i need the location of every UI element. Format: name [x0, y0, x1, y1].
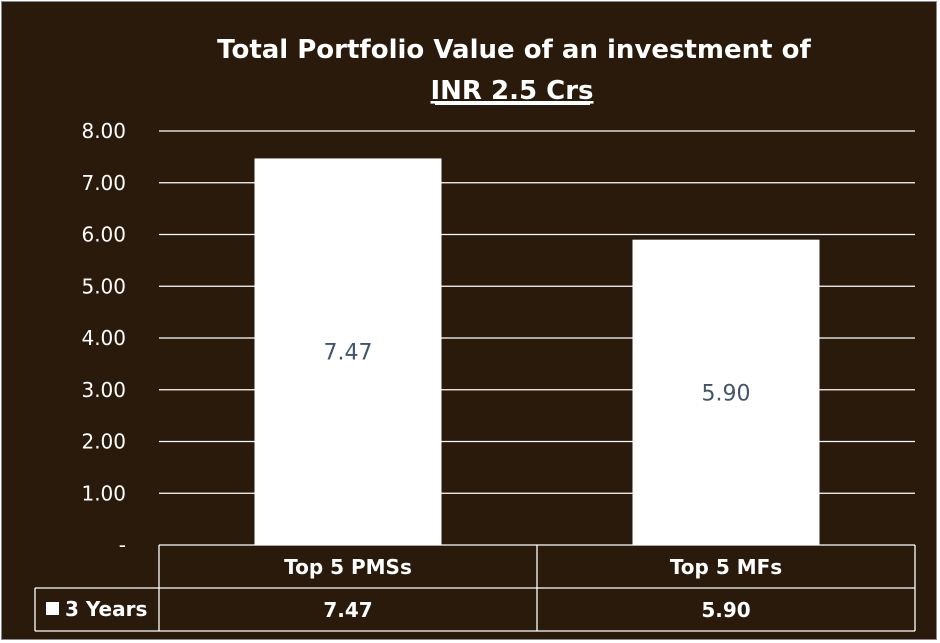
y-tick-label: 7.00 — [81, 171, 126, 195]
legend-swatch — [46, 602, 59, 615]
table-value: 5.90 — [701, 598, 750, 622]
y-tick-label: 1.00 — [81, 481, 126, 505]
y-tick-label: 8.00 — [81, 119, 126, 143]
y-tick-label: 4.00 — [81, 326, 126, 350]
bar-data-label: 7.47 — [324, 341, 373, 366]
y-tick-label: 6.00 — [81, 223, 126, 247]
bar — [254, 158, 442, 546]
legend-label: 3 Years — [65, 597, 147, 621]
data-table: Top 5 PMSs 7.47 Top 5 MFs 5.90 3 Years — [34, 544, 916, 632]
category-label: Top 5 MFs — [670, 555, 782, 579]
bars: 7.47 5.90 — [254, 158, 820, 546]
y-tick-label: - — [119, 533, 126, 557]
category-label: Top 5 PMSs — [284, 555, 412, 579]
chart-title: Total Portfolio Value of an investment o… — [217, 35, 811, 65]
chart-subtitle: INR 2.5 Crs — [431, 76, 594, 106]
y-axis-ticks: - 1.00 2.00 3.00 4.00 5.00 6.00 7.00 8.00 — [81, 119, 126, 557]
y-tick-label: 3.00 — [81, 378, 126, 402]
bar — [632, 239, 820, 546]
y-tick-label: 2.00 — [81, 430, 126, 454]
table-value: 7.47 — [323, 598, 372, 622]
bar-data-label: 5.90 — [702, 381, 751, 406]
y-tick-label: 5.00 — [81, 274, 126, 298]
